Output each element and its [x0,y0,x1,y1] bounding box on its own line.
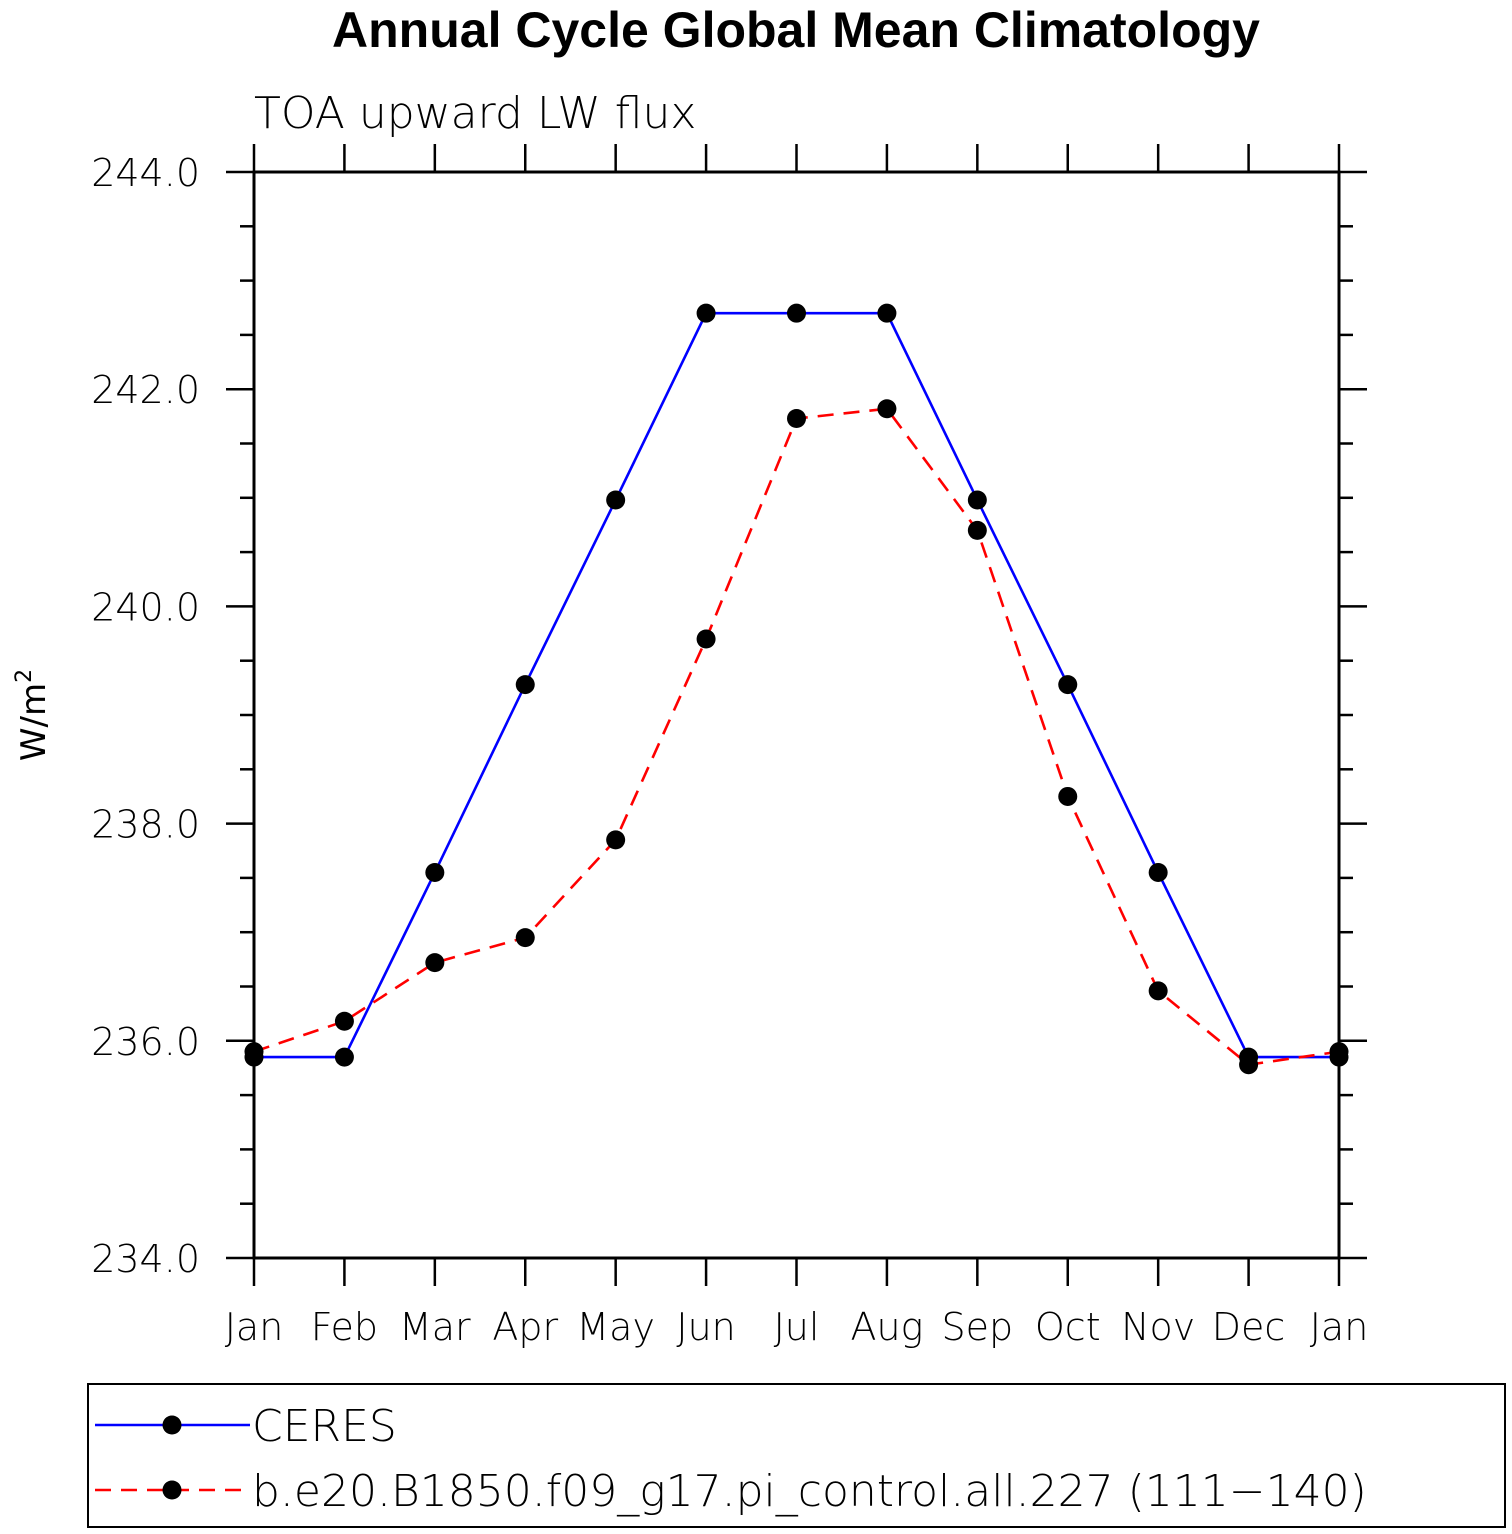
plot-frame [252,170,1341,1260]
series-1-point [515,928,535,948]
x-tick-label: Jan [1310,1305,1369,1349]
series-1-point [425,953,445,973]
series-0-point [787,303,806,323]
series-1-point [787,409,806,429]
series-0-point [425,862,445,882]
series-1-point [967,520,987,540]
series-0-point [515,675,535,695]
y-tick-label: 234.0 [91,1237,200,1281]
x-tick-label: Nov [1121,1305,1195,1349]
series-1-point [1058,786,1078,806]
series-0-point [1058,675,1078,695]
y-axis-label: W/m2 [12,669,54,761]
series-1-point [1148,981,1168,1001]
x-ticks: Jan Feb Mar Apr May Jun Jul Aug Sep Oct Nov Dec Jan [225,144,1369,1349]
y-tick-label: 244.0 [91,151,200,195]
series-1-point [244,1042,264,1062]
x-tick-label: Jul [774,1305,820,1349]
y-axis-label-text: W/m [14,683,54,761]
series-1-point [334,1011,354,1031]
x-tick-label: Dec [1212,1305,1286,1349]
y-axis-label-superscript: 2 [12,669,37,683]
series-0-point [606,490,626,510]
x-tick-label: Sep [942,1305,1014,1349]
series-0-point [1148,862,1168,882]
series-1-point [877,399,897,419]
series-line-1 [253,407,1340,1067]
x-tick-label: Jan [225,1305,284,1349]
series-0-point [967,490,987,510]
x-tick-label: Feb [311,1305,378,1349]
legend-box [87,1383,1506,1528]
series-layer [244,303,1349,1075]
y-ticks: 234.0 236.0 238.0 240.0 242.0 244.0 [91,151,1367,1281]
legend-marker-1 [162,1480,182,1500]
legend-marker-0 [162,1415,182,1435]
series-1-point [1329,1042,1349,1062]
y-tick-label: 242.0 [91,368,200,412]
x-tick-label: Apr [492,1305,558,1349]
svg-text:W/m2: W/m2 [12,669,54,761]
y-tick-label: 238.0 [91,803,200,847]
series-0-point [334,1047,354,1067]
y-tick-label: 240.0 [91,585,200,629]
chart-subtitle: TOA upward LW flux [254,88,696,139]
x-tick-label: Oct [1035,1305,1101,1349]
series-1-point [606,830,626,850]
legend-entries: CERES b.e20.B1850.f09_g17.pi_control.all.… [95,1401,1367,1517]
legend-label-1: b.e20.B1850.f09_g17.pi_control.all.227 (… [252,1466,1367,1517]
legend: CERES b.e20.B1850.f09_g17.pi_control.all.… [87,1383,1506,1528]
chart-title: Annual Cycle Global Mean Climatology [332,2,1260,58]
legend-label-0: CERES [252,1401,397,1452]
x-tick-label: Mar [399,1305,471,1349]
x-tick-label: Jun [676,1305,735,1349]
x-tick-label: Aug [850,1305,923,1349]
series-1-point [696,629,716,649]
series-1-point [1239,1055,1259,1075]
x-tick-label: May [576,1305,655,1349]
series-0-point [696,303,716,323]
series-0-point [877,303,897,323]
y-tick-label: 236.0 [91,1020,200,1064]
